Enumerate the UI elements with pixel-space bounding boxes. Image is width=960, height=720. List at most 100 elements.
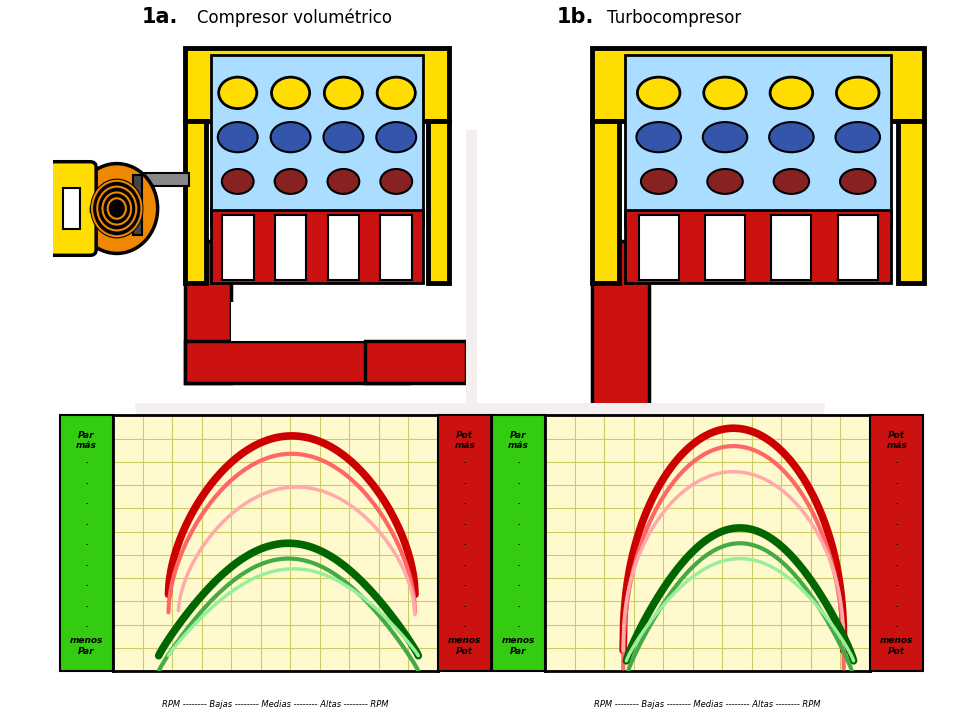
FancyBboxPatch shape (476, 438, 534, 529)
Text: ·: · (463, 539, 467, 552)
Text: ·: · (516, 457, 520, 470)
Ellipse shape (272, 77, 310, 109)
Text: ·: · (895, 539, 899, 552)
Ellipse shape (770, 77, 813, 109)
Ellipse shape (324, 77, 363, 109)
Ellipse shape (704, 77, 746, 109)
Bar (327, 215, 359, 280)
Text: ·: · (84, 498, 88, 511)
Ellipse shape (376, 122, 417, 152)
Bar (772, 215, 811, 280)
Ellipse shape (637, 77, 680, 109)
Text: ·: · (516, 600, 520, 613)
Ellipse shape (836, 77, 879, 109)
Ellipse shape (377, 77, 416, 109)
Bar (63, 188, 80, 229)
Bar (592, 412, 708, 454)
Bar (638, 215, 679, 280)
Bar (898, 121, 924, 284)
Ellipse shape (275, 169, 306, 194)
Bar (90, 205, 115, 212)
FancyBboxPatch shape (47, 162, 96, 256)
Bar (438, 415, 492, 671)
Ellipse shape (271, 122, 310, 152)
Circle shape (134, 130, 826, 648)
Bar (428, 121, 449, 284)
Text: 1a.: 1a. (142, 7, 179, 27)
Text: ·: · (895, 478, 899, 491)
Text: menos
Pot: menos Pot (448, 636, 481, 656)
Text: 1b.: 1b. (557, 7, 594, 27)
Text: ·: · (895, 600, 899, 613)
Bar (626, 210, 891, 284)
Bar (626, 55, 891, 226)
Ellipse shape (327, 169, 359, 194)
Bar (211, 55, 422, 226)
Ellipse shape (641, 169, 677, 194)
Text: Turbocompresor: Turbocompresor (607, 9, 741, 27)
Bar (380, 215, 412, 280)
Text: ·: · (463, 559, 467, 572)
Text: ·: · (84, 478, 88, 491)
Text: ·: · (463, 600, 467, 613)
Ellipse shape (91, 179, 143, 238)
Text: ·: · (463, 621, 467, 634)
Text: RPM -------- Bajas -------- Medias -------- Altas -------- RPM: RPM -------- Bajas -------- Medias -----… (162, 701, 389, 709)
Text: ·: · (516, 519, 520, 532)
Text: ·: · (463, 498, 467, 511)
Text: ·: · (895, 621, 899, 634)
Text: ·: · (516, 559, 520, 572)
Text: Compresor volumétrico: Compresor volumétrico (197, 9, 392, 27)
Text: menos
Par: menos Par (70, 636, 103, 656)
Bar (592, 241, 649, 454)
Text: ·: · (463, 580, 467, 593)
Text: Pot
más: Pot más (454, 431, 475, 450)
Bar (275, 215, 306, 280)
Ellipse shape (708, 169, 743, 194)
Text: ·: · (895, 559, 899, 572)
Text: ·: · (84, 519, 88, 532)
Bar (231, 302, 416, 341)
Bar (592, 121, 619, 284)
Text: RPM -------- Bajas -------- Medias -------- Altas -------- RPM: RPM -------- Bajas -------- Medias -----… (594, 701, 821, 709)
Ellipse shape (218, 122, 257, 152)
Bar (528, 480, 636, 488)
Bar (679, 480, 692, 488)
Text: ·: · (895, 498, 899, 511)
Bar (127, 173, 189, 186)
Bar (365, 341, 466, 383)
Text: menos
Par: menos Par (502, 636, 535, 656)
Text: ·: · (84, 600, 88, 613)
Bar (870, 415, 924, 671)
Bar (185, 48, 449, 121)
Text: ·: · (84, 621, 88, 634)
Text: ·: · (895, 519, 899, 532)
Text: ·: · (895, 457, 899, 470)
Bar (185, 241, 231, 383)
Ellipse shape (219, 77, 257, 109)
Bar (733, 465, 960, 507)
Text: ·: · (895, 580, 899, 593)
Text: ·: · (516, 498, 520, 511)
Text: ·: · (516, 621, 520, 634)
Text: menos
Pot: menos Pot (880, 636, 913, 656)
Ellipse shape (636, 122, 681, 152)
Ellipse shape (679, 440, 775, 528)
Bar (592, 48, 924, 121)
Ellipse shape (769, 122, 814, 152)
Text: ·: · (84, 580, 88, 593)
Bar (60, 415, 113, 671)
Ellipse shape (636, 477, 651, 491)
Bar (706, 215, 745, 280)
Text: ·: · (516, 539, 520, 552)
Text: Par
más: Par más (508, 431, 529, 450)
Bar (494, 462, 515, 506)
Text: ·: · (84, 559, 88, 572)
Ellipse shape (76, 163, 157, 253)
Ellipse shape (222, 169, 253, 194)
Bar (133, 175, 141, 235)
Text: ·: · (84, 539, 88, 552)
Ellipse shape (324, 122, 363, 152)
Text: ·: · (84, 457, 88, 470)
Bar (838, 215, 877, 280)
